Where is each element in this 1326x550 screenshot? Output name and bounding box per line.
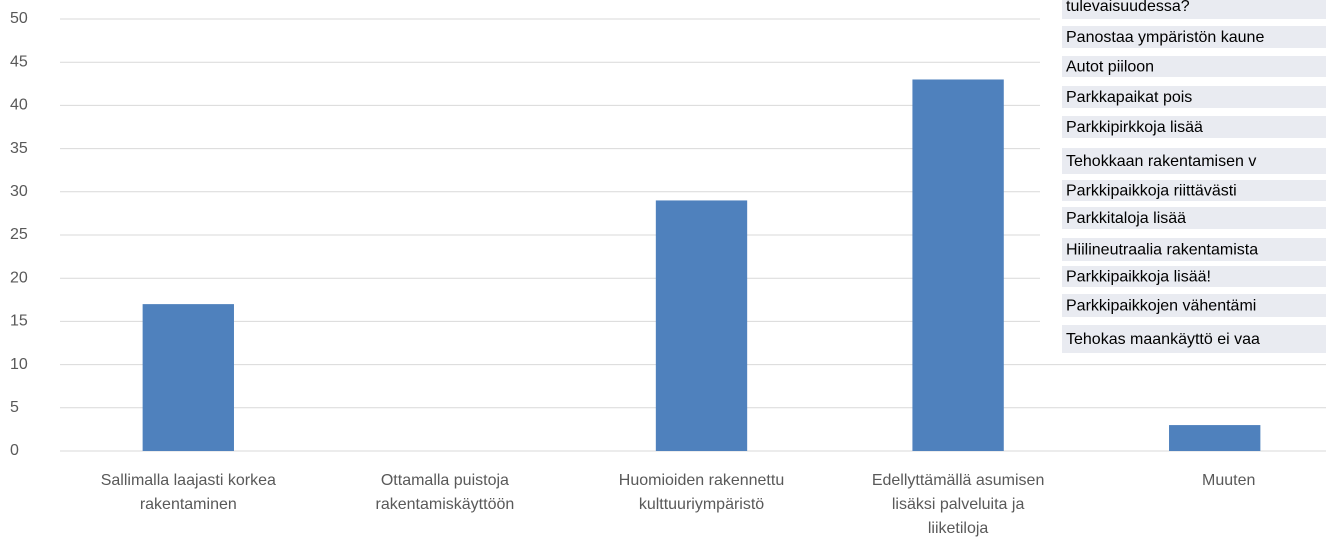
list-row [1062,26,1326,48]
x-tick-label: rakentamiskäyttöön [376,496,515,513]
list-row [1062,180,1326,201]
list-row [1062,325,1326,353]
list-item: Parkkipirkkoja lisää [1066,119,1203,136]
bar [142,304,234,451]
list-row [1062,56,1326,77]
list-row [1062,0,1326,19]
list-item: Panostaa ympäristön kaune [1066,29,1264,46]
list-item: Tehokas maankäyttö ei vaa [1066,331,1260,348]
y-tick-label: 30 [10,183,28,200]
bar [912,79,1004,451]
x-tick-label: Sallimalla laajasti korkea [101,472,276,489]
x-tick-label: lisäksi palveluita ja [892,496,1025,513]
x-tick-label: liiketiloja [928,520,989,537]
list-row [1062,148,1326,174]
y-tick-label: 0 [10,442,19,459]
x-tick-label: Muuten [1202,472,1255,489]
list-row [1062,207,1326,229]
list-item: Tehokkaan rakentamisen v [1066,153,1256,170]
list-item: Parkkipaikkoja lisää! [1066,269,1211,286]
x-tick-label: Edellyttämällä asumisen [872,472,1045,489]
list-row [1062,238,1326,261]
list-item: Parkkipaikkojen vähentämi [1066,298,1256,315]
list-item: Parkkitaloja lisää [1066,210,1186,227]
list-item: tulevaisuudessa? [1066,0,1190,15]
x-tick-label: Ottamalla puistoja [381,472,509,489]
y-tick-label: 25 [10,226,28,243]
x-tick-label: Huomioiden rakennettu [619,472,784,489]
bar [655,200,748,451]
x-tick-label: kulttuuriympäristö [639,496,764,513]
list-item: Autot piiloon [1066,59,1154,76]
y-tick-label: 50 [10,10,28,27]
y-tick-label: 40 [10,97,28,114]
list-item: Parkkapaikat pois [1066,89,1192,106]
list-row [1062,266,1326,287]
y-tick-label: 20 [10,269,28,286]
x-tick-label: rakentaminen [140,496,237,513]
y-tick-label: 10 [10,356,28,373]
list-item: Parkkipaikkoja riittävästi [1066,183,1237,200]
list-item: Hiilineutraalia rakentamista [1066,242,1258,259]
list-row [1062,116,1326,138]
list-row [1062,294,1326,317]
bar [1169,425,1261,451]
y-tick-label: 15 [10,313,28,330]
y-tick-label: 45 [10,53,28,70]
list-row [1062,86,1326,108]
y-tick-label: 5 [10,399,19,416]
y-tick-label: 35 [10,140,28,157]
